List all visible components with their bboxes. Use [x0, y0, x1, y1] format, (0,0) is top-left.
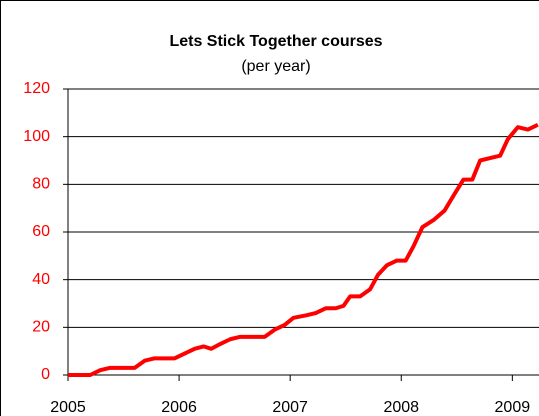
- y-tick-label: 80: [32, 176, 50, 193]
- y-tick-label: 120: [23, 80, 50, 97]
- y-tick-label: 100: [23, 128, 50, 145]
- x-tick-label: 2007: [272, 399, 308, 416]
- x-tick-label: 2005: [50, 399, 86, 416]
- y-tick-label: 40: [32, 271, 50, 288]
- x-tick-label: 2006: [161, 399, 197, 416]
- chart-subtitle: (per year): [241, 58, 310, 75]
- y-tick-label: 20: [32, 319, 50, 336]
- x-tick-label: 2009: [495, 399, 531, 416]
- chart-title: Lets Stick Together courses: [169, 33, 382, 50]
- data-line: [68, 122, 539, 377]
- y-tick-label: 0: [41, 366, 50, 383]
- x-tick-label: 2008: [383, 399, 419, 416]
- y-tick-label: 60: [32, 223, 50, 240]
